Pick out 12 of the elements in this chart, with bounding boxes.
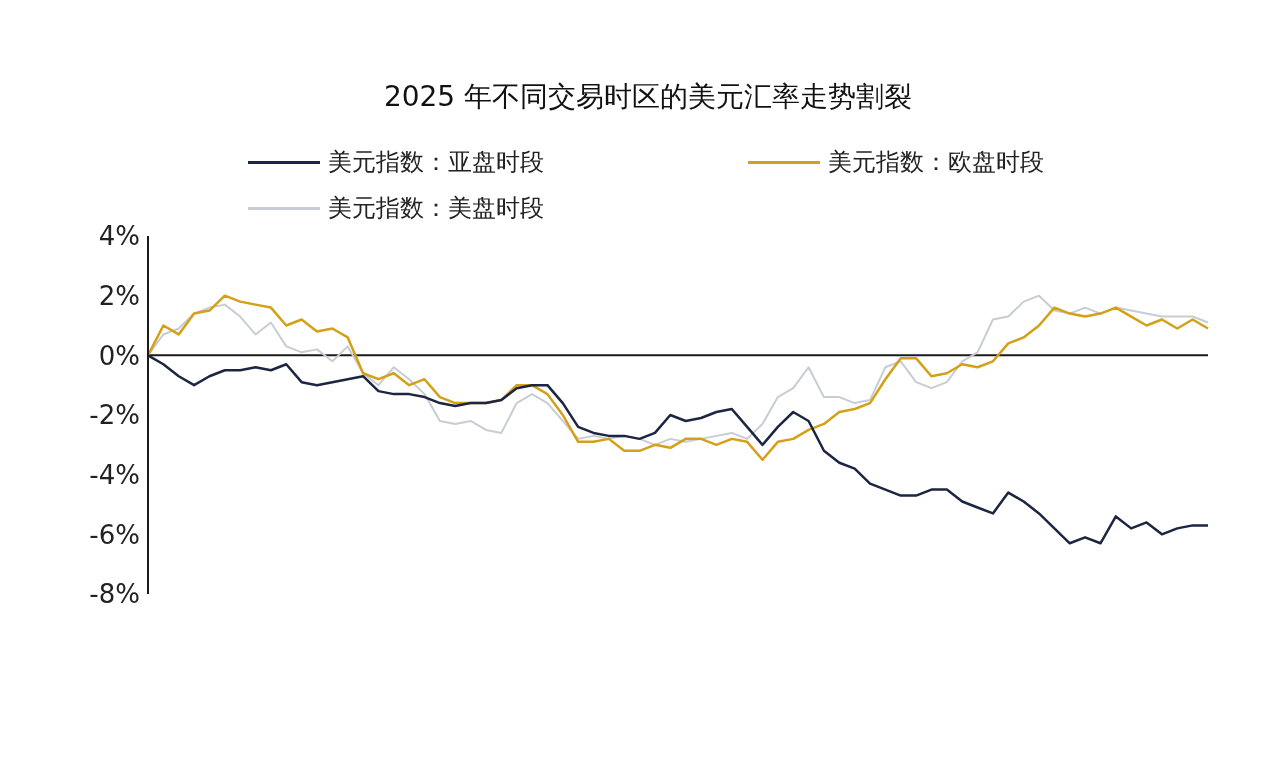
line-series — [146, 354, 1210, 545]
y-tick-label: -2% — [89, 400, 140, 431]
chart-title: 2025 年不同交易时区的美元汇率走势割裂 — [382, 79, 914, 115]
legend-label: 美元指数：美盘时段 — [328, 193, 544, 224]
y-tick-label: -4% — [89, 459, 140, 490]
y-tick-label: 4% — [98, 221, 140, 252]
y-tick-label: -8% — [89, 579, 140, 610]
legend-label: 美元指数：欧盘时段 — [828, 147, 1044, 178]
y-tick-label: 2% — [98, 280, 140, 311]
legend-label: 美元指数：亚盘时段 — [328, 147, 544, 178]
y-tick-label: -6% — [89, 519, 140, 550]
y-tick-label: 0% — [98, 340, 140, 371]
